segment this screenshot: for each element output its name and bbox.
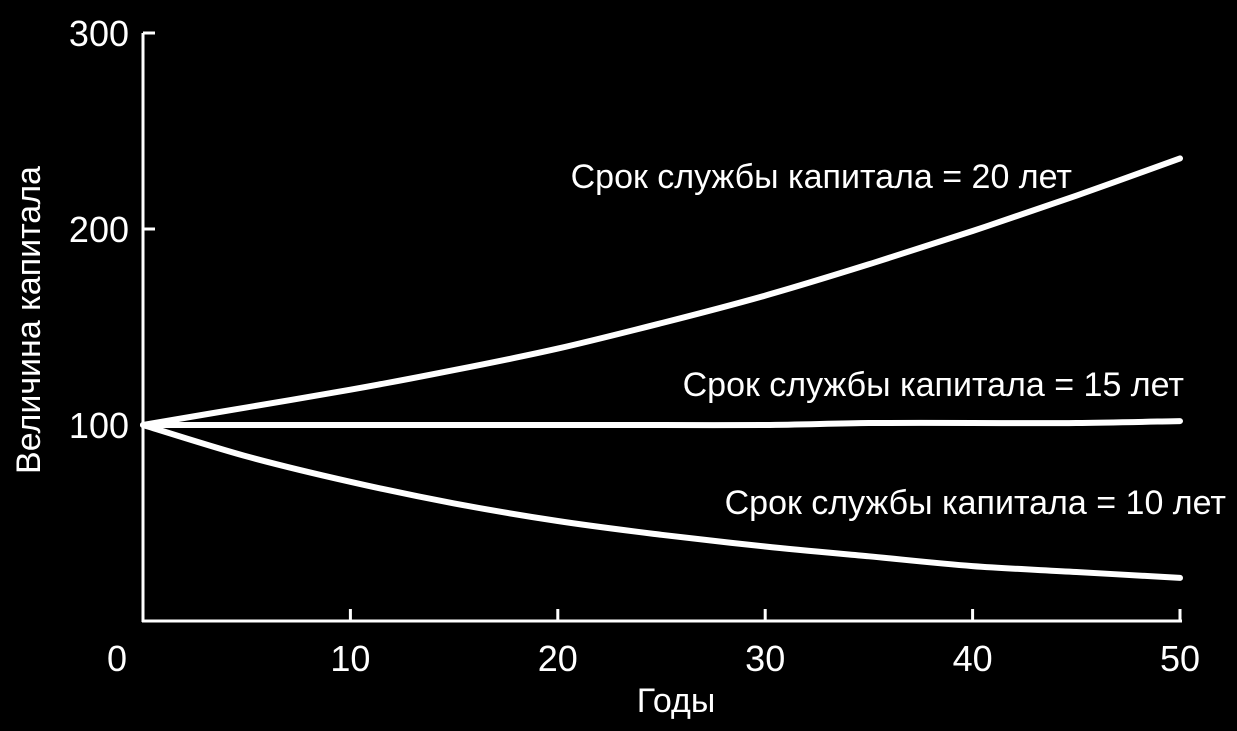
series-line-3 xyxy=(140,422,1183,581)
series-group xyxy=(140,155,1183,581)
x-axis-title: Годы xyxy=(637,682,716,720)
axes xyxy=(141,33,1182,623)
series-labels: Срок службы капитала = 20 лет Срок службы… xyxy=(571,158,1226,522)
x-tick-label: 0 xyxy=(107,638,127,679)
x-tick-label: 10 xyxy=(330,638,370,679)
series-label-2: Срок службы капитала = 15 лет xyxy=(683,366,1184,404)
series-line-1 xyxy=(140,155,1183,428)
y-tick-label: 200 xyxy=(69,209,129,250)
y-tick-label: 300 xyxy=(69,13,129,54)
x-tick-label: 40 xyxy=(953,638,993,679)
series-line-2 xyxy=(140,418,1183,429)
x-tick-label: 30 xyxy=(745,638,785,679)
series-label-1: Срок службы капитала = 20 лет xyxy=(571,158,1072,196)
ticks: 0 10 20 30 40 50 100 200 300 xyxy=(69,13,1200,679)
x-tick-label: 20 xyxy=(538,638,578,679)
series-label-3: Срок службы капитала = 10 лет xyxy=(725,484,1226,522)
y-axis-title: Величина капитала xyxy=(10,166,48,474)
y-tick-label: 100 xyxy=(69,405,129,446)
x-tick-label: 50 xyxy=(1160,638,1200,679)
